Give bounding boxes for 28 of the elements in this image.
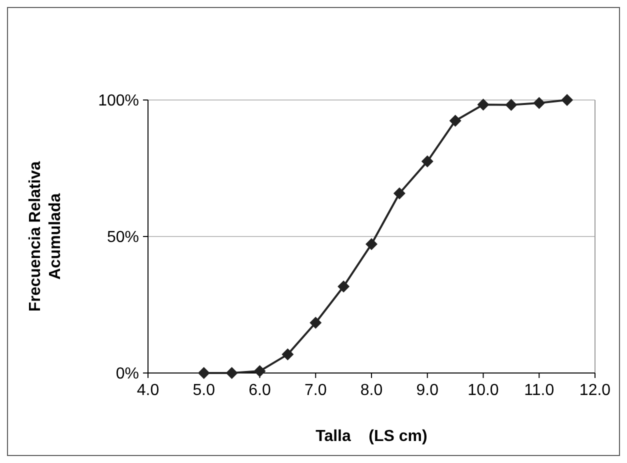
y-tick-label: 50% xyxy=(106,229,139,246)
point xyxy=(338,280,350,292)
point xyxy=(254,365,266,378)
point xyxy=(282,348,294,360)
point xyxy=(198,367,210,379)
x-tick-label: 7.0 xyxy=(304,382,327,399)
point xyxy=(366,238,378,250)
point xyxy=(561,94,574,106)
x-tick-label: 11.0 xyxy=(524,382,554,399)
y-tick-label: 100% xyxy=(98,92,139,110)
x-tick-label: 4.0 xyxy=(136,382,160,399)
point xyxy=(477,98,490,111)
x-tick-label: 10.0 xyxy=(468,382,499,399)
x-tick-label: 8.0 xyxy=(360,382,383,399)
x-tick-label: 12.0 xyxy=(579,382,611,399)
point xyxy=(393,187,406,200)
x-axis-title: Talla (LS cm) xyxy=(316,428,428,445)
y-axis-title: Frecuencia Relativa Acumulada xyxy=(27,161,64,312)
point xyxy=(449,114,462,127)
x-tick-label: 9.0 xyxy=(416,382,439,399)
x-tick-label: 6.0 xyxy=(248,382,271,399)
y-tick-label: 0% xyxy=(116,366,139,383)
point xyxy=(310,316,322,329)
point xyxy=(533,97,546,110)
x-tick-label: 5.0 xyxy=(192,382,216,399)
point xyxy=(505,98,518,111)
point xyxy=(421,155,434,168)
point xyxy=(226,367,238,379)
